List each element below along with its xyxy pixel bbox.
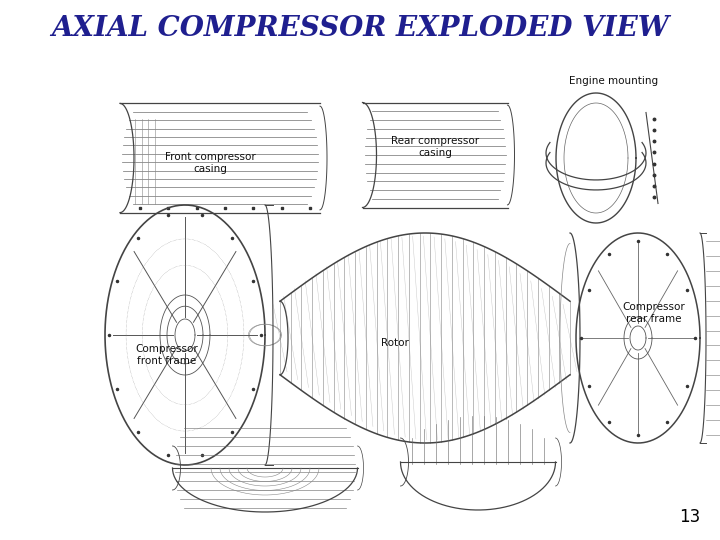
Text: Rear compressor
casing: Rear compressor casing [391,136,479,158]
Text: Engine mounting: Engine mounting [570,76,659,86]
Text: AXIAL COMPRESSOR EXPLODED VIEW: AXIAL COMPRESSOR EXPLODED VIEW [51,15,669,42]
Text: 13: 13 [679,508,700,526]
Text: Compressor
rear frame: Compressor rear frame [623,302,685,324]
Text: Compressor
front frame: Compressor front frame [135,344,199,366]
Text: Rotor: Rotor [381,338,409,348]
Text: Front compressor
casing: Front compressor casing [165,152,256,174]
